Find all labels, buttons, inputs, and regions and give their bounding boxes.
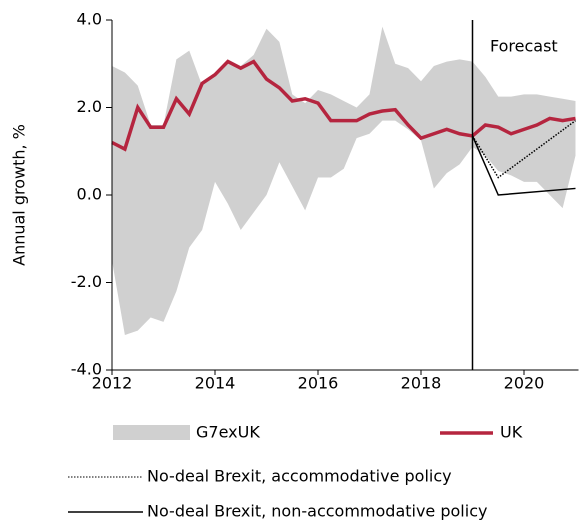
x-tick-label: 2014	[195, 374, 236, 393]
y-tick-label: 4.0	[77, 10, 102, 29]
x-tick-label: 2012	[92, 374, 133, 393]
annotation: Forecast	[490, 37, 558, 56]
y-tick-label: 2.0	[77, 97, 102, 116]
range-band	[112, 26, 576, 335]
y-tick-label: -4.0	[71, 360, 102, 379]
x-tick-label: 2018	[401, 374, 442, 393]
x-tick-label: 2020	[504, 374, 545, 393]
legend-label: G7exUK	[196, 423, 260, 442]
series-line	[111, 59, 576, 152]
legend-swatch	[113, 425, 190, 440]
legend-label: No-deal Brexit, non-accommodative policy	[147, 502, 487, 521]
y-axis-label: Annual growth, %	[10, 124, 29, 266]
legend-label: No-deal Brexit, accommodative policy	[147, 467, 452, 486]
x-tick-label: 2016	[298, 374, 339, 393]
y-tick-label: -2.0	[71, 272, 102, 291]
series-line	[471, 135, 576, 196]
legend-label: UK	[500, 423, 523, 442]
y-tick-label: 0.0	[77, 185, 102, 204]
series-line	[471, 120, 576, 179]
